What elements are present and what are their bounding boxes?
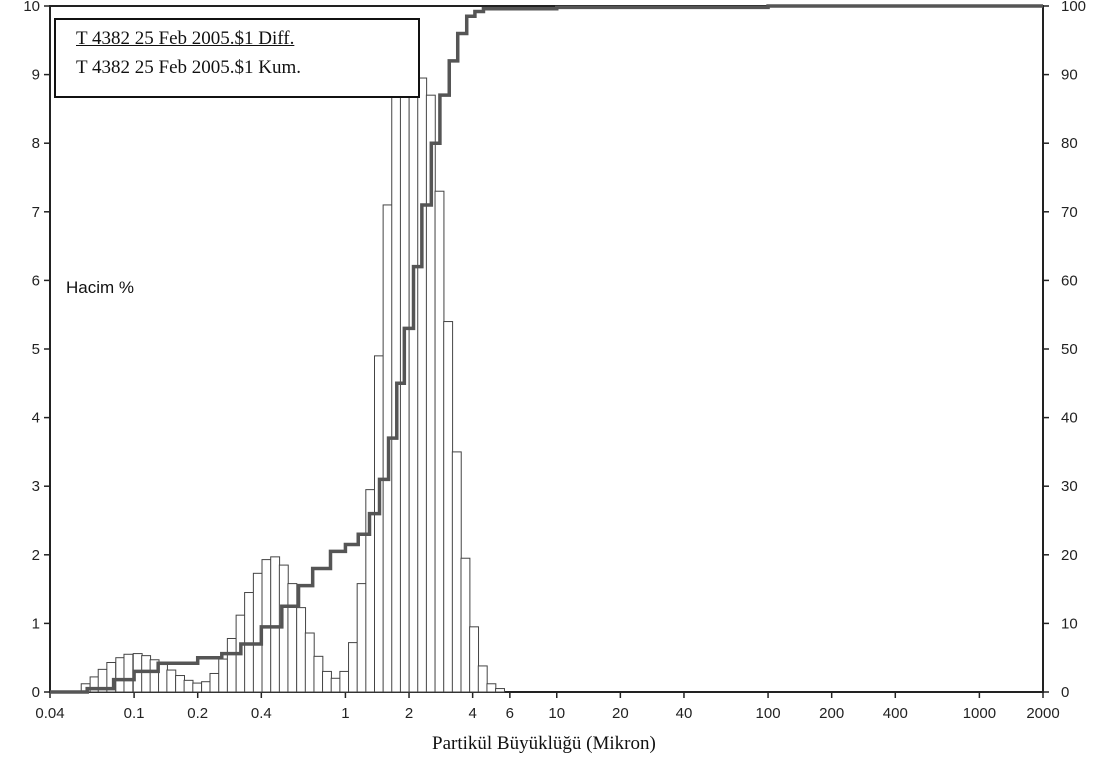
y2-tick-label: 70 bbox=[1061, 204, 1078, 221]
histogram-bar bbox=[486, 683, 497, 693]
plot-frame bbox=[49, 5, 1044, 693]
x-tick-label: 0.1 bbox=[124, 705, 145, 722]
histogram-bar bbox=[477, 665, 488, 693]
histogram-bar bbox=[339, 670, 350, 693]
histogram-bar bbox=[115, 657, 126, 693]
histogram-bar bbox=[201, 681, 211, 693]
x-tick-label: 0.04 bbox=[35, 705, 64, 722]
y2-tick-label: 20 bbox=[1061, 547, 1078, 564]
y2-tick-label: 60 bbox=[1061, 272, 1078, 289]
y2-tick-label: 40 bbox=[1061, 410, 1078, 427]
histogram-bar bbox=[434, 190, 445, 693]
histogram-bar bbox=[296, 607, 307, 693]
histogram-bar bbox=[192, 682, 203, 693]
histogram-bar bbox=[218, 658, 229, 693]
histogram-bar bbox=[183, 679, 194, 693]
histogram-bar bbox=[287, 583, 298, 693]
legend-entry-kum: T 4382 25 Feb 2005.$1 Kum. bbox=[76, 57, 302, 78]
y-tick-label: 5 bbox=[32, 341, 40, 358]
y-tick-label: 6 bbox=[32, 272, 40, 289]
x-tick-label: 40 bbox=[676, 705, 693, 722]
cumulative-line-group bbox=[50, 4, 1043, 694]
x-tick-label: 0.4 bbox=[251, 705, 272, 722]
histogram-bar bbox=[166, 669, 177, 693]
histogram-bar bbox=[408, 74, 419, 693]
legend-entry-diff: T 4382 25 Feb 2005.$1 Diff. bbox=[76, 28, 295, 49]
x-tick-label: 4 bbox=[468, 705, 476, 722]
y-tick-label: 10 bbox=[23, 0, 40, 15]
histogram-bar bbox=[270, 556, 281, 693]
y2-tick-label: 10 bbox=[1061, 615, 1078, 632]
histogram-bar bbox=[460, 557, 471, 693]
y2-tick-label: 90 bbox=[1061, 67, 1078, 84]
histogram-bar bbox=[374, 355, 384, 693]
histogram-bar bbox=[469, 626, 480, 693]
chart-axes bbox=[44, 5, 1049, 698]
x-tick-label: 400 bbox=[883, 705, 908, 722]
y-tick-label: 3 bbox=[32, 478, 40, 495]
x-tick-label: 2000 bbox=[1026, 705, 1059, 722]
histogram-bar bbox=[451, 451, 462, 693]
y-tick-label: 0 bbox=[32, 684, 40, 701]
histogram-bars bbox=[80, 74, 505, 693]
histogram-bar bbox=[141, 655, 152, 693]
y-tick-label: 4 bbox=[32, 410, 40, 427]
legend: T 4382 25 Feb 2005.$1 Diff. T 4382 25 Fe… bbox=[54, 18, 420, 98]
x-tick-label: 100 bbox=[756, 705, 781, 722]
y-tick-label: 7 bbox=[32, 204, 40, 221]
x-tick-label: 20 bbox=[612, 705, 629, 722]
x-tick-label: 1000 bbox=[963, 705, 996, 722]
histogram-bar bbox=[209, 672, 220, 693]
y-tick-label: 2 bbox=[32, 547, 40, 564]
histogram-bar bbox=[226, 637, 237, 693]
histogram-bar bbox=[348, 642, 358, 693]
histogram-bar bbox=[330, 677, 341, 693]
histogram-bar bbox=[443, 321, 454, 693]
x-tick-label: 6 bbox=[506, 705, 514, 722]
x-axis-label: Partikül Büyüklüğü (Mikron) bbox=[432, 733, 656, 754]
histogram-bar bbox=[175, 675, 185, 693]
histogram-bar bbox=[304, 632, 315, 693]
x-tick-label: 10 bbox=[548, 705, 565, 722]
histogram-bar bbox=[322, 670, 332, 693]
histogram-bar bbox=[417, 77, 428, 693]
y2-tick-label: 0 bbox=[1061, 684, 1069, 701]
histogram-bar bbox=[313, 655, 324, 693]
y2-tick-label: 100 bbox=[1061, 0, 1086, 15]
y-tick-label: 8 bbox=[32, 135, 40, 152]
x-tick-label: 1 bbox=[341, 705, 349, 722]
y-tick-label: 1 bbox=[32, 615, 40, 632]
x-tick-label: 0.2 bbox=[187, 705, 208, 722]
x-tick-label: 2 bbox=[405, 705, 413, 722]
y2-tick-label: 80 bbox=[1061, 135, 1078, 152]
x-tick-label: 200 bbox=[819, 705, 844, 722]
y2-tick-label: 30 bbox=[1061, 478, 1078, 495]
y-axis-label: Hacim % bbox=[66, 278, 135, 297]
histogram-bar bbox=[356, 583, 367, 693]
histogram-bar bbox=[495, 688, 505, 693]
y2-tick-label: 50 bbox=[1061, 341, 1078, 358]
cumulative-line bbox=[50, 4, 1043, 694]
y-tick-label: 9 bbox=[32, 67, 40, 84]
histogram-bar bbox=[123, 653, 134, 693]
